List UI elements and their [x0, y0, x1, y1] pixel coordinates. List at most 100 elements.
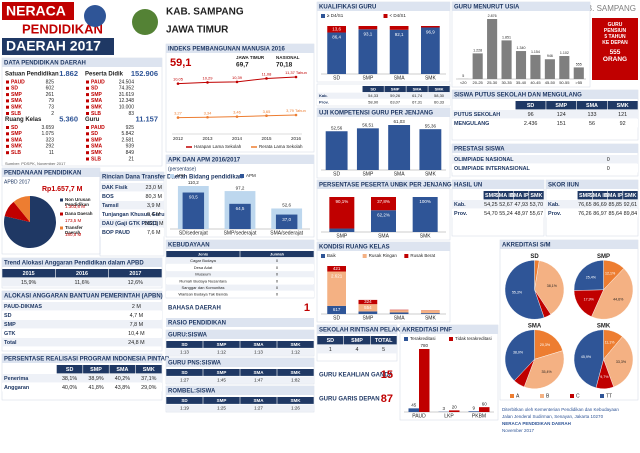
legend-label: ≥ D4/S1	[327, 13, 344, 18]
category-label: SMA	[378, 233, 390, 239]
bar	[358, 311, 378, 314]
pie-slice	[573, 329, 604, 389]
bar	[327, 266, 346, 272]
row-band	[166, 277, 314, 284]
category-label: SD	[333, 75, 340, 81]
pie-slice	[603, 336, 634, 388]
cell-value: 1:12	[291, 349, 300, 354]
panel-title: GURU:SISWA	[168, 333, 208, 339]
cell-value: 38,9%	[88, 376, 103, 382]
column-header: SMA IPS	[510, 193, 532, 199]
panel-title-band	[452, 144, 638, 153]
value-label: 60	[482, 401, 488, 406]
category-label: SMA	[394, 171, 406, 177]
header-cell	[607, 101, 638, 110]
bullet	[86, 99, 89, 103]
footer-line: Jalan Jenderal Sudirman, Senayan, Jakart…	[502, 414, 604, 419]
value-label: 64,5	[236, 206, 245, 211]
header-cell	[576, 101, 608, 110]
column-header: SD	[181, 398, 188, 403]
panel-title-band	[317, 2, 450, 11]
cell-value: 37,1%	[141, 376, 156, 382]
column-header: SMA	[254, 398, 265, 403]
column-header: SMK	[291, 398, 302, 403]
item-label: SMP	[11, 131, 23, 137]
row-label: DAU (Gaji GTK PNSD)	[102, 221, 159, 227]
note-value: 70,18	[276, 62, 293, 69]
title-line-1: NERACA	[6, 3, 66, 19]
header-cell	[166, 369, 203, 376]
header-cell	[623, 191, 638, 200]
value-label: 56,51	[362, 123, 374, 128]
bar	[358, 299, 378, 305]
panel-title: RASIO PENDIDIKAN	[168, 321, 226, 327]
item-label: PAUD	[11, 79, 25, 85]
value-label: 93,1	[363, 31, 372, 36]
cell-value: 0	[276, 292, 279, 297]
cell-value: 133	[587, 112, 596, 118]
item-label: SMA	[11, 98, 23, 104]
row-label: SMP	[4, 322, 16, 328]
legend-swatch	[404, 337, 408, 341]
bar	[389, 29, 409, 74]
header-cell	[577, 191, 593, 200]
item-label: SD	[91, 131, 98, 137]
value-label: 10,39	[232, 75, 243, 80]
value-label: 17,9%	[584, 298, 595, 302]
row-band	[2, 383, 162, 392]
bar	[515, 51, 527, 79]
cell-value: 1:19	[180, 405, 189, 410]
row-label: Prov.	[454, 211, 468, 217]
item-label: SMK	[91, 150, 103, 156]
legend-label: Rusak Berat	[410, 253, 436, 258]
bullet	[6, 93, 9, 97]
cell-value: 40,2%	[115, 376, 130, 382]
row-band	[166, 271, 314, 278]
cell-value: 53,70	[530, 202, 544, 208]
column-header: SMK	[291, 342, 302, 347]
row-label: OLIMPIADE INTERNASIONAL	[454, 166, 530, 172]
header-cell	[370, 336, 397, 345]
item-label: PAUD	[91, 125, 105, 131]
bar	[419, 129, 442, 170]
value-label: 96,9	[426, 30, 435, 35]
item-value: 5.842	[121, 131, 134, 137]
stat-title: GURU KEAHLIAN GANDA	[319, 373, 394, 379]
panel-title-band	[452, 2, 590, 11]
header-cell	[515, 101, 546, 110]
row-label: Kab.	[454, 202, 466, 208]
header-cell	[592, 191, 608, 200]
category-label: 25-30	[487, 80, 498, 85]
row-band	[2, 278, 162, 287]
panel-title-band	[166, 155, 314, 164]
row-label: SD	[4, 313, 12, 319]
row-band	[2, 302, 162, 311]
bar	[487, 19, 498, 79]
panel-subtitle: (persentase)	[168, 166, 196, 172]
item-value: 602	[46, 86, 55, 92]
panel-title-band	[317, 108, 450, 117]
panel-title-band	[317, 325, 397, 334]
value-label: 554	[364, 305, 372, 310]
header-cell	[546, 101, 577, 110]
item-label: SMP	[91, 92, 103, 98]
bar	[327, 305, 346, 314]
column-header: SMA	[254, 370, 265, 375]
cell-value: 0	[276, 285, 279, 290]
row-band	[166, 291, 314, 298]
row-band	[166, 376, 314, 384]
column-header: SD	[327, 338, 335, 344]
column-header: SMP	[579, 193, 591, 199]
column-header: 2017	[129, 271, 141, 277]
bar	[479, 407, 490, 412]
value-label: 2.876	[488, 14, 497, 18]
column-header: SD	[370, 86, 376, 91]
cell-value: Museum	[195, 272, 211, 277]
legend-swatch	[383, 14, 388, 18]
row-band	[452, 155, 638, 164]
header-cell	[428, 86, 450, 93]
pie-slice	[573, 260, 604, 291]
slice-label: Non Urusan Pendidikan	[65, 197, 91, 207]
bar	[421, 313, 440, 314]
header-cell	[277, 397, 314, 404]
